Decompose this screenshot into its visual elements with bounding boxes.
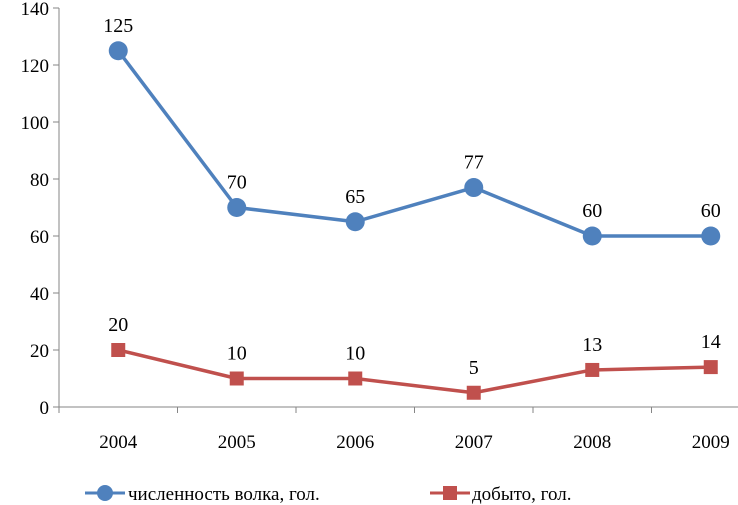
data-label: 77 <box>464 152 484 174</box>
data-label: 65 <box>345 186 365 208</box>
data-point <box>464 178 484 198</box>
legend-item-wolf-population: численность волка, гол. <box>85 484 320 505</box>
data-label: 60 <box>701 200 721 222</box>
data-point <box>348 371 363 386</box>
legend-label-wolf-population: численность волка, гол. <box>128 484 320 505</box>
legend-item-harvested: добыто, гол. <box>430 484 571 505</box>
series-line-0 <box>116 49 711 238</box>
data-label: 70 <box>227 172 247 194</box>
legend-marker-wolf-population <box>97 485 113 501</box>
legend-label-harvested: добыто, гол. <box>472 484 571 505</box>
data-point <box>701 226 721 246</box>
x-tick-label: 2005 <box>218 432 256 453</box>
data-point <box>585 362 600 377</box>
x-tick-label: 2006 <box>336 432 374 453</box>
y-tick-label: 40 <box>30 284 49 305</box>
legend-marker-harvested <box>443 486 457 500</box>
data-point <box>466 385 481 400</box>
data-point <box>582 226 602 246</box>
data-labels: 125 70 65 77 60 60 20 10 10 5 13 14 <box>103 15 721 379</box>
data-label: 125 <box>103 15 133 37</box>
data-label: 5 <box>469 357 479 379</box>
data-label: 14 <box>701 331 721 353</box>
data-label: 10 <box>345 343 365 365</box>
x-axis: 2004 2005 2006 2007 2008 2009 <box>58 406 738 453</box>
y-axis: 0 20 40 60 80 100 120 140 <box>21 0 60 419</box>
series-line-1 <box>117 348 711 395</box>
data-point <box>345 212 365 232</box>
data-label: 10 <box>227 343 247 365</box>
data-point <box>111 343 126 357</box>
data-label: 13 <box>582 334 602 356</box>
y-tick-label: 20 <box>30 341 49 362</box>
y-tick-label: 0 <box>40 398 50 419</box>
data-point <box>229 371 244 386</box>
y-tick-label: 140 <box>21 0 50 20</box>
data-label: 60 <box>582 200 602 222</box>
y-tick-label: 100 <box>21 113 50 134</box>
y-tick-label: 120 <box>21 56 50 77</box>
data-label: 20 <box>108 314 128 336</box>
x-tick-label: 2004 <box>99 432 138 453</box>
x-tick-label: 2009 <box>692 432 730 453</box>
y-tick-label: 60 <box>30 227 49 248</box>
legend: численность волка, гол. добыто, гол. <box>85 484 571 505</box>
y-tick-label: 80 <box>30 170 49 191</box>
x-tick-label: 2008 <box>573 432 611 453</box>
data-point <box>108 41 128 61</box>
data-point <box>227 198 247 217</box>
series-layer <box>108 41 721 400</box>
data-point <box>703 360 718 375</box>
x-tick-label: 2007 <box>455 432 493 453</box>
